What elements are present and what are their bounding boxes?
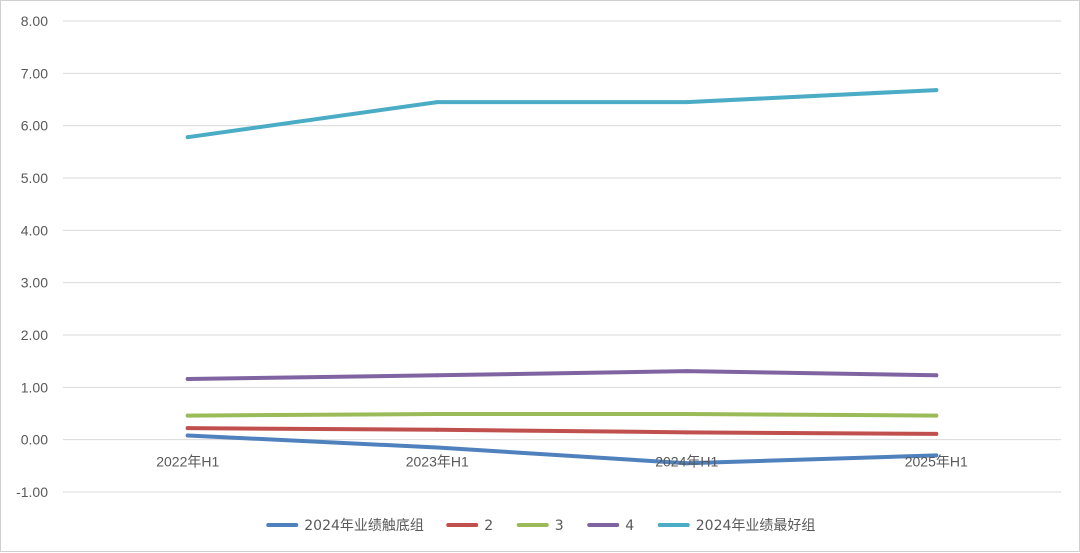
legend-label: 2024年业绩最好组: [696, 518, 816, 534]
data-point: [684, 412, 689, 417]
series-line-4: [185, 369, 939, 381]
y-tick-label: 1.00: [21, 379, 48, 395]
legend-label: 2: [484, 518, 493, 534]
data-point: [185, 433, 190, 438]
legend-label: 4: [625, 518, 634, 534]
data-point: [435, 100, 440, 105]
y-tick-label: 8.00: [21, 13, 48, 29]
y-tick-label: 3.00: [21, 275, 48, 291]
y-tick-label: 5.00: [21, 170, 48, 186]
x-tick-label: 2025年H1: [905, 454, 968, 470]
data-point: [934, 413, 939, 418]
y-tick-label: 2.00: [21, 327, 48, 343]
data-point: [435, 412, 440, 417]
data-point: [185, 135, 190, 140]
x-tick-label: 2024年H1: [655, 454, 718, 470]
series-line-3: [185, 412, 939, 418]
y-tick-label: 4.00: [21, 222, 48, 238]
legend: 2024年业绩触底组 2 3 4 2024年业绩最好组: [266, 518, 816, 534]
data-point: [435, 373, 440, 378]
data-point: [684, 100, 689, 105]
y-tick-label: 7.00: [21, 65, 48, 81]
series-line-1: [185, 433, 939, 466]
legend-label: 3: [555, 518, 564, 534]
data-point: [684, 369, 689, 374]
data-point: [684, 430, 689, 435]
legend-label: 2024年业绩触底组: [304, 518, 424, 534]
data-point: [185, 426, 190, 431]
data-point: [934, 453, 939, 458]
data-point: [185, 376, 190, 381]
y-tick-label: -1.00: [16, 484, 48, 500]
y-tick-label: 0.00: [21, 432, 48, 448]
data-point: [934, 431, 939, 436]
data-point: [185, 413, 190, 418]
data-point: [684, 461, 689, 466]
y-axis-ticks: 8.00 7.00 6.00 5.00 4.00 3.00 2.00 1.00 0.00 -1.0…: [16, 13, 48, 500]
x-axis-ticks: 2022年H1 2023年H1 2024年H1 2025年H1: [156, 454, 968, 470]
data-point: [934, 373, 939, 378]
gridlines: [63, 20, 1061, 493]
series-line-5: [185, 88, 939, 140]
data-point: [435, 427, 440, 432]
data-point: [934, 88, 939, 93]
series-line-2: [185, 426, 939, 436]
y-tick-label: 6.00: [21, 118, 48, 134]
x-tick-label: 2023年H1: [406, 454, 469, 470]
series-lines: [185, 88, 939, 466]
x-tick-label: 2022年H1: [156, 454, 219, 470]
data-point: [435, 445, 440, 450]
